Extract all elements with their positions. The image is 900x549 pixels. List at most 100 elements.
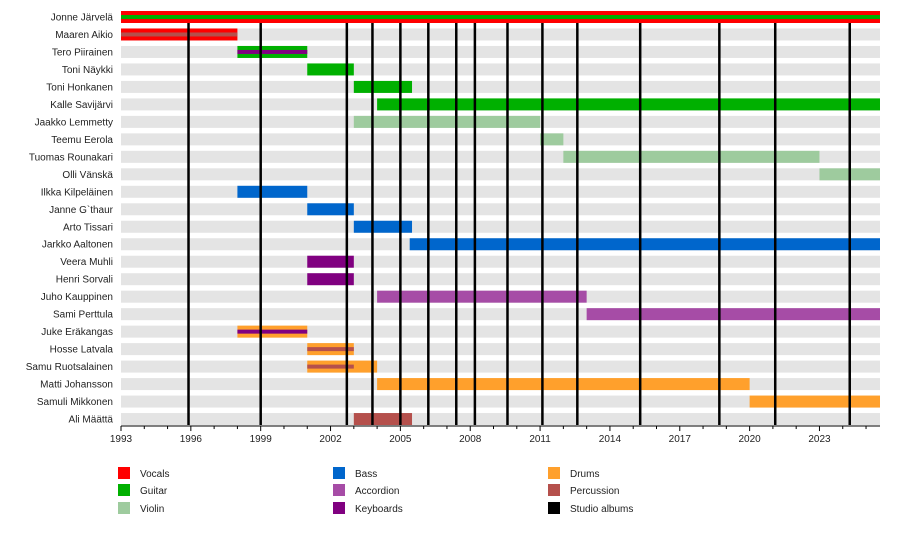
member-bar-keyboards <box>307 255 354 268</box>
member-name: Sami Perttula <box>53 310 113 321</box>
row-background <box>121 220 880 233</box>
member-bar-violin <box>540 133 564 146</box>
row-background <box>121 273 880 286</box>
member-row: Juke Eräkangas <box>41 325 880 338</box>
row-background <box>121 255 880 268</box>
x-tick-label: 1993 <box>110 434 133 445</box>
member-row: Samuli Mikkonen <box>37 395 880 408</box>
member-bar-drums <box>749 395 880 408</box>
member-row: Toni Näykki <box>62 63 880 76</box>
member-name: Arto Tissari <box>63 222 113 233</box>
legend-swatch <box>333 484 345 496</box>
legend-item: Accordion <box>333 484 399 497</box>
x-tick-label: 2005 <box>389 434 412 445</box>
member-stripe-percussion <box>307 347 354 352</box>
member-row: Hosse Latvala <box>50 343 880 356</box>
member-row: Arto Tissari <box>63 220 880 233</box>
member-bar-keyboards <box>307 273 354 286</box>
member-stripe-keyboards <box>237 329 308 334</box>
legend-label: Guitar <box>140 486 168 497</box>
member-bar-accordion <box>586 308 880 321</box>
row-background <box>121 28 880 41</box>
member-name: Janne G`thaur <box>49 204 114 216</box>
member-name: Matti Johansson <box>40 380 113 391</box>
row-background <box>121 168 880 181</box>
member-name: Hosse Latvala <box>50 345 114 356</box>
legend-label: Percussion <box>570 486 619 497</box>
legend-swatch <box>548 467 560 479</box>
member-bar-guitar <box>307 63 354 76</box>
member-row: Sami Perttula <box>53 308 880 321</box>
member-name: Maaren Aikio <box>55 30 113 41</box>
row-background <box>121 395 880 408</box>
x-tick-label: 2011 <box>529 434 551 445</box>
member-name: Toni Honkanen <box>46 82 113 93</box>
legend-label: Violin <box>140 504 164 515</box>
member-bar-violin <box>353 115 541 128</box>
member-bar-accordion <box>377 290 587 303</box>
x-tick-label: 2017 <box>669 434 692 445</box>
row-background <box>121 343 880 356</box>
legend-label: Accordion <box>355 486 399 497</box>
legend-label: Studio albums <box>570 504 633 515</box>
member-name: Toni Näykki <box>62 65 113 76</box>
member-name: Ali Määttä <box>69 415 114 426</box>
member-bar-bass <box>353 220 413 233</box>
legend-item: Drums <box>548 467 599 480</box>
legend-label: Keyboards <box>355 504 403 515</box>
member-row: Jarkko Aaltonen <box>42 238 880 251</box>
member-row: Matti Johansson <box>40 378 880 391</box>
member-bar-guitar <box>377 98 880 111</box>
member-row: Toni Honkanen <box>46 80 880 93</box>
row-background <box>121 325 880 338</box>
member-name: Tuomas Rounakari <box>29 152 113 163</box>
x-tick-label: 1996 <box>180 434 203 445</box>
member-row: Maaren Aikio <box>55 28 880 41</box>
member-row: Henri Sorvali <box>56 273 880 286</box>
member-row: Teemu Eerola <box>51 133 880 146</box>
member-row: Ali Määttä <box>69 413 880 426</box>
row-background <box>121 413 880 426</box>
member-bar-guitar <box>353 80 413 93</box>
row-background <box>121 63 880 76</box>
row-background <box>121 360 880 373</box>
row-background <box>121 203 880 216</box>
row-background <box>121 185 880 198</box>
member-bar-violin <box>563 150 820 163</box>
x-tick-label: 2020 <box>738 434 761 445</box>
legend-item: Percussion <box>548 484 619 497</box>
legend-swatch <box>118 484 130 496</box>
member-stripe-percussion <box>121 32 238 37</box>
member-row: Tuomas Rounakari <box>29 150 880 163</box>
member-row: Janne G`thaur <box>49 203 880 216</box>
member-stripe-percussion <box>307 364 354 369</box>
legend-swatch <box>118 502 130 514</box>
x-axis: 1993 1996 1999 2002 2005 2008 2011 2014 2017 2020… <box>110 425 880 445</box>
row-background <box>121 45 880 58</box>
member-name: Kalle Savijärvi <box>50 100 113 111</box>
legend-label: Drums <box>570 469 599 480</box>
member-row: Juho Kauppinen <box>41 290 880 303</box>
legend-label: Vocals <box>140 469 169 480</box>
member-name: Juke Eräkangas <box>41 327 113 338</box>
legend-swatch <box>333 467 345 479</box>
legend-label: Bass <box>355 469 377 480</box>
member-rows: Jonne Järvelä Maaren Aikio Tero Piirainen T… <box>26 11 880 426</box>
legend-swatch <box>333 502 345 514</box>
legend-item: Violin <box>118 502 164 515</box>
x-tick-label: 1999 <box>250 434 273 445</box>
member-bar-drums <box>377 378 750 391</box>
legend-item: Vocals <box>118 467 169 480</box>
member-row: Ilkka Kilpeläinen <box>41 185 880 198</box>
member-row: Veera Muhli <box>60 255 880 268</box>
member-row: Samu Ruotsalainen <box>26 360 880 373</box>
member-name: Jonne Järvelä <box>51 13 114 24</box>
legend-item: Bass <box>333 467 377 480</box>
x-tick-label: 2023 <box>808 434 831 445</box>
studio-album-lines <box>187 23 851 426</box>
legend-swatch <box>548 502 560 514</box>
member-name: Jaakko Lemmetty <box>35 117 113 128</box>
member-name: Tero Piirainen <box>52 47 113 58</box>
x-tick-label: 2008 <box>459 434 482 445</box>
